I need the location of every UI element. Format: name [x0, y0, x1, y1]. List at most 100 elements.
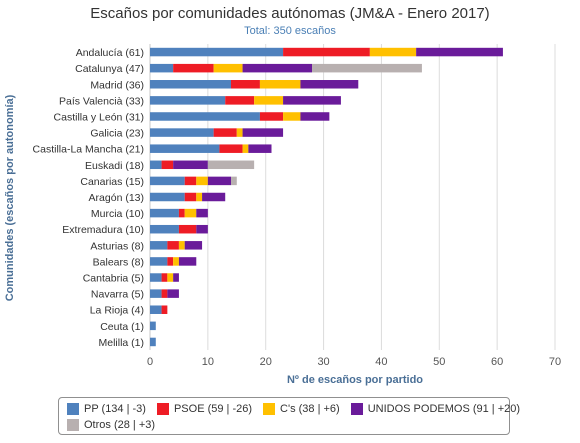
- bar-segment[interactable]: [150, 241, 168, 250]
- bar-segment[interactable]: [173, 273, 179, 282]
- legend-swatch: [156, 403, 169, 415]
- bar-segment[interactable]: [150, 112, 260, 121]
- legend-item-psoe[interactable]: PSOE (59 | -26): [156, 403, 253, 415]
- x-tick-label: 70: [549, 356, 561, 368]
- bar-segment[interactable]: [150, 96, 226, 105]
- bar-segment[interactable]: [161, 273, 168, 282]
- bar-segment[interactable]: [150, 305, 162, 314]
- bar-segment[interactable]: [150, 289, 162, 298]
- bar-segment[interactable]: [242, 128, 284, 137]
- bar-segment[interactable]: [219, 144, 243, 153]
- bar-segment[interactable]: [178, 224, 197, 234]
- x-tick-labels: 0 10 20 30 40 50 60 70: [147, 356, 561, 368]
- bar-segment[interactable]: [150, 337, 156, 347]
- legend-label: PP (134 | -3): [84, 403, 146, 415]
- bar-segment[interactable]: [231, 80, 260, 89]
- bar-segment[interactable]: [213, 128, 237, 137]
- bar-segment[interactable]: [184, 241, 203, 250]
- bar-segment[interactable]: [150, 80, 231, 89]
- bar-segment[interactable]: [184, 176, 197, 186]
- x-tick-label: 50: [433, 356, 445, 368]
- bar-segment[interactable]: [231, 176, 237, 186]
- bar-segment[interactable]: [184, 192, 197, 202]
- bar-segment[interactable]: [150, 192, 185, 202]
- bar-segment[interactable]: [150, 47, 284, 57]
- legend-swatch: [263, 403, 276, 415]
- bar-segment[interactable]: [207, 160, 255, 170]
- bar-segment[interactable]: [202, 192, 226, 202]
- bar-segment[interactable]: [259, 112, 284, 121]
- bar-segment[interactable]: [173, 160, 208, 170]
- legend-swatch: [350, 403, 363, 415]
- bar-segment[interactable]: [167, 273, 174, 282]
- bar-segment[interactable]: [225, 96, 255, 105]
- bar-segment[interactable]: [213, 63, 243, 73]
- bar-segment[interactable]: [416, 47, 503, 57]
- x-tick-label: 40: [375, 356, 387, 368]
- bar-segment[interactable]: [150, 160, 162, 170]
- bar-segment[interactable]: [161, 160, 174, 170]
- bar-segment[interactable]: [207, 176, 231, 186]
- bar-segment[interactable]: [196, 176, 208, 186]
- legend-row-2: Otros (28 | +3): [67, 417, 501, 433]
- bar-segment[interactable]: [178, 241, 185, 250]
- chart-legend: PP (134 | -3) PSOE (59 | -26) C's (38 | …: [58, 397, 520, 435]
- bar-segment[interactable]: [150, 321, 156, 331]
- legend-item-unidos-podemos[interactable]: UNIDOS PODEMOS (91 | +20): [350, 403, 521, 415]
- bar-segment[interactable]: [167, 257, 174, 266]
- chart-subtitle: Total: 350 escaños: [244, 25, 336, 37]
- bar-segment[interactable]: [167, 289, 179, 298]
- bar-segment[interactable]: [196, 192, 203, 202]
- bar-segment[interactable]: [150, 257, 168, 266]
- bar-segment[interactable]: [283, 96, 341, 105]
- bar-segment[interactable]: [178, 257, 197, 266]
- bar-segment[interactable]: [196, 208, 208, 218]
- bar-segment[interactable]: [283, 47, 370, 57]
- category-label: País Valencià (33): [59, 95, 144, 107]
- category-label: Balears (8): [93, 256, 144, 268]
- bar-segment[interactable]: [236, 128, 243, 137]
- bar-segment[interactable]: [184, 208, 197, 218]
- bar-segment[interactable]: [173, 63, 214, 73]
- bar-segment[interactable]: [283, 112, 301, 121]
- legend-item-cs[interactable]: C's (38 | +6): [263, 403, 340, 415]
- legend-item-otros[interactable]: Otros (28 | +3): [67, 419, 155, 431]
- bar-segment[interactable]: [150, 273, 162, 282]
- bar-segment[interactable]: [300, 112, 330, 121]
- bar-segment[interactable]: [173, 257, 179, 266]
- category-label: Castilla-La Mancha (21): [33, 144, 144, 156]
- grid-lines: [149, 44, 556, 350]
- bar-segment[interactable]: [242, 63, 312, 73]
- legend-label: Otros (28 | +3): [84, 419, 156, 431]
- bar-segment[interactable]: [178, 208, 185, 218]
- bar-segment[interactable]: [242, 144, 249, 153]
- bar-segment[interactable]: [369, 47, 417, 57]
- bar-segment[interactable]: [150, 176, 185, 186]
- bar-segment[interactable]: [254, 96, 284, 105]
- x-tick-label: 10: [202, 356, 214, 368]
- category-label: Navarra (5): [91, 289, 144, 301]
- bar-segment[interactable]: [150, 144, 220, 153]
- bar-segment[interactable]: [150, 224, 179, 234]
- x-tick-label: 0: [147, 356, 153, 368]
- category-label: Cantabria (5): [83, 273, 144, 285]
- bar-segment[interactable]: [196, 224, 208, 234]
- legend-item-pp[interactable]: PP (134 | -3): [67, 403, 146, 415]
- bar-segment[interactable]: [300, 80, 359, 89]
- bar-segment[interactable]: [150, 63, 174, 73]
- category-label: Ceuta (1): [100, 321, 144, 333]
- category-labels: Andalucía (61) Catalunya (47) Madrid (36) P…: [33, 47, 144, 349]
- bar-segment[interactable]: [161, 289, 168, 298]
- legend-swatch: [67, 403, 79, 415]
- bar-segment[interactable]: [150, 128, 214, 137]
- bar-segment[interactable]: [248, 144, 272, 153]
- bar-segment[interactable]: [312, 63, 422, 73]
- bar-segment[interactable]: [167, 241, 179, 250]
- legend-label: UNIDOS PODEMOS (91 | +20): [367, 403, 521, 415]
- x-tick-label: 20: [260, 356, 272, 368]
- bar-segment[interactable]: [161, 305, 168, 314]
- bar-segment[interactable]: [150, 208, 179, 218]
- legend-label: PSOE (59 | -26): [173, 403, 253, 415]
- bar-segment[interactable]: [259, 80, 301, 89]
